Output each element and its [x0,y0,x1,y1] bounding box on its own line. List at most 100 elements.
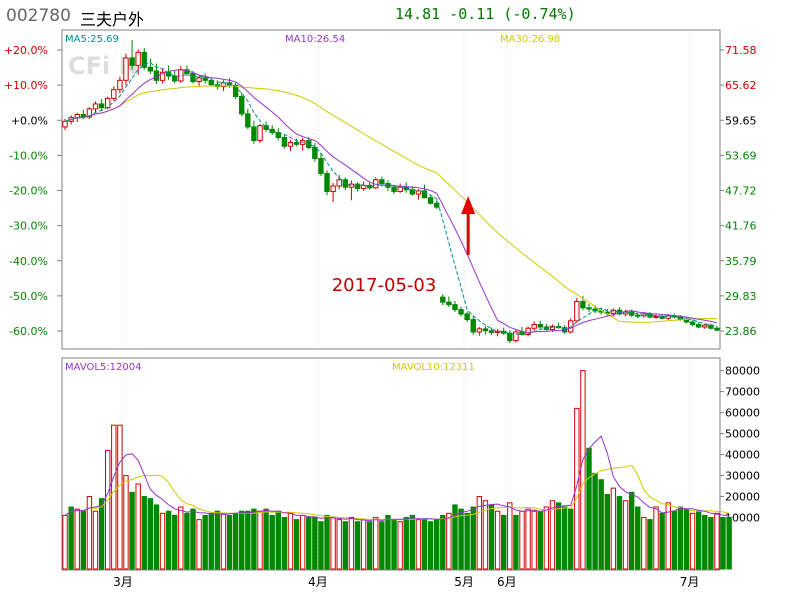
volume-bar [665,502,671,570]
candle-body [659,315,665,319]
volume-bar [74,508,80,570]
volume-bar [714,512,720,570]
volume-bar [293,519,300,570]
right-tick-label: 59.65 [725,114,757,127]
volume-bar [397,521,403,570]
candle-body [440,296,446,303]
volume-bar [458,508,464,570]
volume-tick-label: 60000 [725,407,760,420]
left-tick-label: +20.0% [4,44,48,57]
volume-bar [117,424,123,570]
volume-bar [172,514,178,570]
volume-bar [519,510,525,570]
volume-bar [165,510,172,570]
candle-body [397,186,403,193]
volume-bar [141,496,147,570]
volume-bar [476,496,483,570]
volume-bar [239,510,245,570]
volume-bar [220,512,227,570]
right-tick-label: 53.69 [725,149,757,162]
volume-bar [525,508,531,570]
candle-body [111,89,117,99]
volume-bar [659,512,665,570]
volume-bar [184,512,190,570]
volume-bar [257,510,263,570]
volume-bar [275,510,281,570]
volume-bar [251,508,257,570]
volume-bar [482,500,489,570]
volume-bar [604,493,610,570]
left-tick-label: -60.0% [9,325,48,338]
volume-bar [232,512,239,570]
volume-bar [470,506,476,570]
candle-body [714,327,720,331]
volume-tick-label: 30000 [725,470,760,483]
candle-body [635,314,641,317]
volume-bar [366,521,373,570]
right-tick-label: 41.76 [725,220,757,233]
volume-bar [726,517,732,570]
volume-bar [671,510,677,570]
volume-bar [720,517,726,570]
candle-body [324,173,330,193]
candle-body [159,71,166,81]
volume-bar [494,510,501,570]
volume-bar [348,517,355,570]
volume-bar [415,519,422,570]
volume-bar [190,508,196,570]
candle-body [172,75,178,82]
candle-body [653,315,659,318]
volume-bar [537,510,543,570]
volume-bar [513,514,519,570]
volume-panel-frame [61,357,721,571]
candle-body [318,158,324,175]
candle-body [549,325,556,330]
volume-bar [379,521,385,570]
volume-bar [324,514,330,570]
volume-bar [531,510,537,570]
candle-body [482,328,489,332]
volume-tick-label: 80000 [725,365,760,378]
left-tick-label: -30.0% [9,220,48,233]
volume-bar [708,517,714,570]
candle-body [513,331,519,342]
volume-tick-label: 70000 [725,386,760,399]
candle-body [702,324,708,328]
volume-bar [452,504,458,570]
volume-bar [421,519,428,570]
left-tick-label: +10.0% [4,79,48,92]
legend-ma5: MA5:25.69 [65,34,119,45]
volume-bar [98,498,105,570]
x-tick-label: 5月 [454,575,474,589]
right-tick-label: 65.62 [725,79,757,92]
candle-body [452,304,458,311]
x-tick-label: 4月 [308,575,328,589]
candle-body [62,120,68,128]
volume-bar [269,514,275,570]
volume-tick-label: 10000 [725,512,760,525]
volume-bar [159,512,166,570]
candle-body [98,103,105,109]
candle-body [330,185,336,193]
volume-bar [129,491,135,570]
left-tick-label: -10.0% [9,149,48,162]
volume-bar [683,508,690,570]
volume-bar [440,514,446,570]
volume-tick-label: 20000 [725,491,760,504]
volume-bar [610,487,617,570]
volume-bar [427,521,434,570]
volume-bar [354,521,361,570]
volume-bar [592,472,598,570]
volume-tick-label: 40000 [725,449,760,462]
price-quote: 14.81 -0.11 (-0.74%) [395,5,576,23]
volume-bar [488,504,495,570]
candle-body [610,309,617,314]
volume-bar [68,506,74,570]
candle-body [92,103,99,110]
right-tick-label: 29.83 [725,290,757,303]
candle-body [117,79,123,91]
ma30-line [64,85,718,323]
candle-body [507,332,513,342]
candle-body [360,184,367,189]
